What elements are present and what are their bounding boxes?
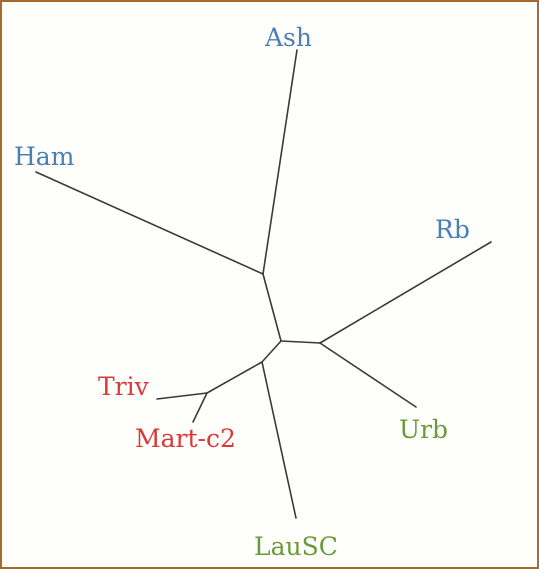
branch-lower-stem [261,340,282,363]
leaf-label-mart-c2: Mart-c2 [135,424,236,453]
leaf-label-rb: Rb [435,215,470,244]
branch-ham-ash-stem [262,273,282,342]
branch-central [280,340,321,344]
branch-red-stem [206,361,263,394]
leaf-label-lausc: LauSC [254,532,338,561]
branch-mart [192,392,208,423]
leaf-label-triv: Triv [98,372,150,401]
leaf-label-urb: Urb [399,415,448,444]
tree-branches [35,49,492,519]
tree-labels: Ash Ham Rb Urb LauSC Triv Mart-c2 [14,23,470,561]
branch-triv [156,392,208,400]
branch-urb [319,342,417,408]
branch-ash [262,49,298,275]
branch-ham [35,171,264,275]
leaf-label-ham: Ham [14,142,75,171]
leaf-label-ash: Ash [264,23,312,52]
branch-rb [319,241,492,344]
branch-lausc [261,361,297,519]
